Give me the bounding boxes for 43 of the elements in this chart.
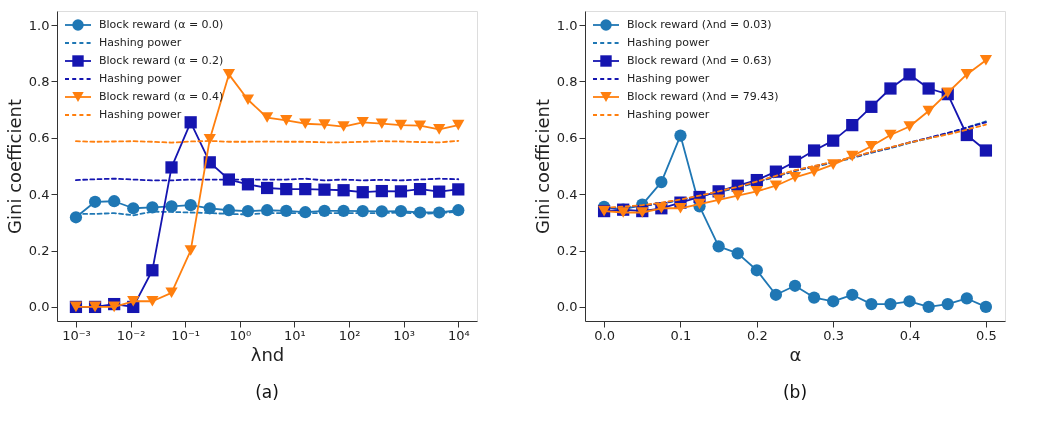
x-tick-label: 10⁻¹: [171, 327, 200, 343]
x-tick-label: 10⁻³: [62, 327, 91, 343]
y-tick-label: 0.0: [556, 299, 578, 315]
x-tick-label: 0.4: [899, 327, 921, 343]
legend-label: Block reward (λnd = 0.63): [627, 54, 772, 67]
legend-label: Hashing power: [99, 72, 182, 85]
y-tick-label: 0.8: [556, 73, 578, 89]
y-tick-label: 0.0: [28, 299, 50, 315]
y-tick-label: 0.8: [28, 73, 50, 89]
x-axis-title: λnd: [250, 343, 285, 365]
y-tick-label: 1.0: [28, 17, 50, 33]
legend-label: Block reward (λnd = 0.03): [627, 18, 772, 31]
x-tick-label: 0.3: [823, 327, 845, 343]
x-tick-label: 0.5: [976, 327, 997, 343]
legend-label: Block reward (λnd = 79.43): [627, 90, 779, 103]
y-axis-title: Gini coefficient: [531, 99, 553, 234]
x-axis-title: α: [789, 343, 802, 365]
legend-label: Block reward (α = 0.2): [99, 54, 224, 67]
legend-label: Hashing power: [627, 108, 710, 121]
y-tick-label: 0.6: [28, 130, 50, 146]
legend-label: Hashing power: [627, 72, 710, 85]
y-tick-label: 0.4: [28, 186, 50, 202]
text: (b): [782, 382, 808, 402]
legend-label: Hashing power: [99, 108, 182, 121]
x-tick-label: 10⁴: [447, 327, 470, 343]
text: (a): [255, 382, 279, 402]
x-tick-label: 10⁰: [229, 327, 252, 343]
y-tick-label: 1.0: [556, 17, 578, 33]
x-tick-label: 0.0: [594, 327, 615, 343]
x-tick-label: 0.2: [746, 327, 768, 343]
y-tick-label: 0.4: [556, 186, 578, 202]
x-tick-label: 0.1: [670, 327, 692, 343]
legend-label: Block reward (α = 0.0): [99, 18, 224, 31]
y-axis-title: Gini coefficient: [3, 99, 25, 234]
y-tick-label: 0.2: [28, 243, 50, 259]
x-tick-label: 10⁻²: [116, 327, 146, 343]
legend-label: Hashing power: [99, 36, 182, 49]
legend-label: Hashing power: [627, 36, 710, 49]
x-tick-label: 10³: [393, 327, 416, 343]
y-tick-label: 0.6: [556, 130, 578, 146]
x-tick-label: 10²: [338, 327, 361, 343]
y-tick-label: 0.2: [556, 243, 578, 259]
x-tick-label: 10¹: [284, 327, 306, 343]
